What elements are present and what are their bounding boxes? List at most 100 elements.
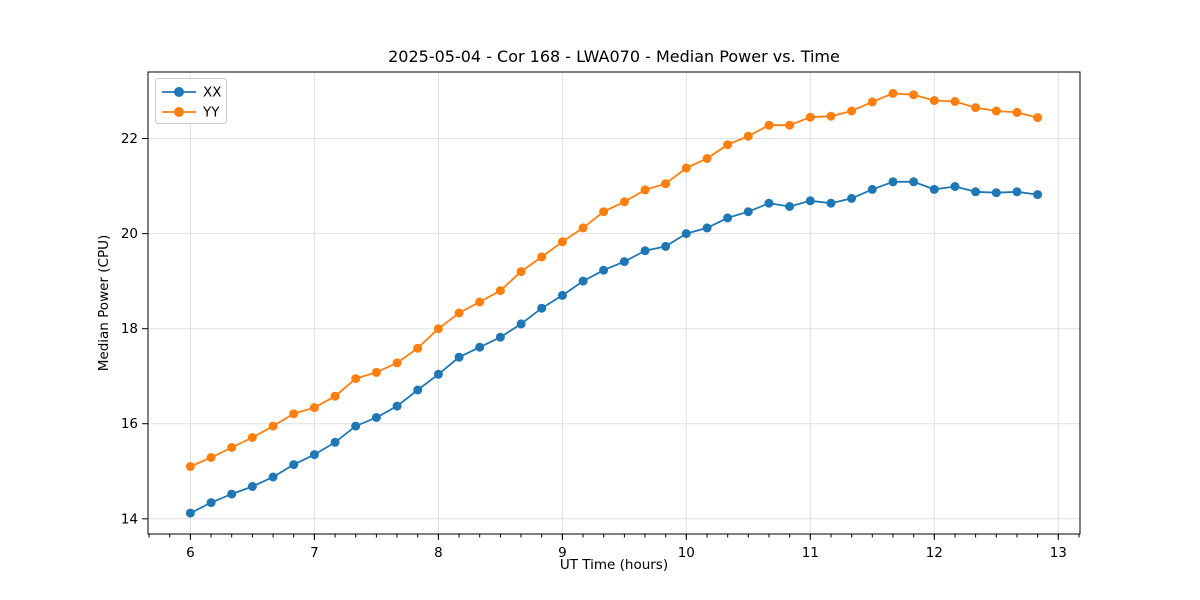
series-yy-point — [392, 358, 402, 368]
series-yy-point — [578, 223, 588, 233]
series-yy-point — [351, 374, 361, 384]
series-yy-point — [723, 140, 733, 150]
plot-border — [147, 71, 1081, 535]
series-xx-point — [433, 369, 443, 379]
series-yy-point — [309, 403, 319, 413]
series-yy-point — [888, 88, 898, 98]
series-yy-point — [950, 97, 960, 106]
x-tick-label: 6 — [186, 545, 195, 561]
series-yy-point — [826, 111, 836, 121]
series-yy-point — [847, 106, 857, 116]
series-yy-point — [268, 421, 278, 431]
series-xx-point — [1033, 190, 1043, 200]
series-xx-point — [681, 229, 691, 239]
series-yy-point — [1012, 107, 1022, 117]
series-xx-point — [867, 184, 877, 194]
series-xx-point — [805, 196, 815, 206]
series-xx-point — [599, 265, 609, 275]
series-xx-point — [785, 202, 795, 211]
series-yy-point — [743, 131, 753, 141]
series-yy-point — [495, 286, 505, 296]
series-xx-point — [764, 198, 774, 208]
series-xx-point — [185, 508, 195, 518]
series-yy-point — [289, 409, 299, 419]
series-xx-point — [371, 413, 381, 422]
series-xx-point — [743, 207, 753, 217]
chart-title: 2025-05-04 - Cor 168 - LWA070 - Median P… — [388, 47, 840, 66]
series-xx-point — [702, 223, 712, 233]
series-xx-point — [495, 332, 505, 342]
series-xx-point — [1012, 187, 1022, 197]
series-xx-point — [330, 437, 340, 447]
series-yy-point — [640, 185, 650, 195]
series-xx-line — [189, 180, 1038, 514]
series-xx-point — [247, 482, 257, 491]
series-yy-point — [537, 252, 547, 262]
series-xx-point — [413, 385, 423, 395]
x-tick-label: 7 — [310, 545, 319, 561]
series-xx-point — [475, 342, 485, 352]
legend-marker-yy — [174, 107, 184, 117]
legend-label-yy: YY — [202, 105, 220, 121]
y-tick-label: 14 — [121, 511, 138, 527]
series-xx-point — [227, 489, 237, 499]
series-yy-point — [475, 297, 485, 307]
y-tick-label: 16 — [121, 416, 138, 432]
series-yy-point — [805, 112, 815, 122]
series-xx-point — [392, 401, 402, 411]
series-xx-point — [950, 182, 960, 191]
y-tick-label: 18 — [121, 321, 138, 337]
series-yy-point — [557, 237, 567, 247]
y-tick-label: 22 — [121, 131, 138, 147]
series-xx-point — [289, 460, 299, 470]
series-xx-point — [268, 472, 278, 482]
series-yy-point — [991, 106, 1001, 116]
series-xx-point — [991, 188, 1001, 198]
legend-label-xx: XX — [203, 85, 222, 101]
series-yy-point — [516, 267, 526, 277]
series-xx-point — [640, 246, 650, 256]
x-axis-label: UT Time (hours) — [559, 557, 669, 573]
x-tick-label: 10 — [678, 545, 695, 561]
series-yy-point — [433, 324, 443, 334]
series-xx-point — [847, 193, 857, 203]
series-xx-point — [619, 257, 629, 267]
series-xx-point — [661, 241, 671, 251]
series-xx-point — [929, 184, 939, 194]
series-xx-point — [516, 319, 526, 329]
series-xx-point — [971, 187, 981, 197]
series-yy-point — [785, 120, 795, 130]
series-xx-point — [909, 177, 919, 187]
series-yy-point — [702, 154, 712, 163]
series-xx-point — [557, 290, 567, 300]
series-yy-point — [764, 120, 774, 130]
series-yy-point — [661, 179, 671, 189]
series-yy-point — [971, 103, 981, 113]
series-yy-point — [185, 462, 195, 471]
series-xx-point — [578, 276, 588, 286]
series-yy-point — [454, 308, 464, 318]
series-yy-point — [206, 453, 216, 462]
x-tick-label: 12 — [926, 545, 943, 561]
y-tick-label: 20 — [121, 226, 138, 242]
series-xx-point — [206, 498, 216, 508]
series-xx-point — [454, 352, 464, 362]
series-xx-point — [826, 198, 836, 208]
series-yy-point — [619, 197, 629, 207]
series-yy-point — [681, 163, 691, 173]
x-tick-label: 9 — [558, 545, 567, 561]
series-yy-point — [599, 207, 609, 217]
series-xx-point — [537, 303, 547, 313]
series-yy-point — [867, 97, 877, 107]
series-xx-point — [351, 421, 361, 431]
series-yy-point — [1033, 113, 1043, 123]
legend: XX YY — [155, 78, 227, 124]
series-yy-point — [247, 433, 257, 442]
series-xx-point — [723, 213, 733, 223]
series-yy-point — [371, 367, 381, 377]
x-tick-label: 8 — [434, 545, 443, 561]
series-xx-point — [309, 450, 319, 460]
series-yy-point — [413, 343, 423, 353]
